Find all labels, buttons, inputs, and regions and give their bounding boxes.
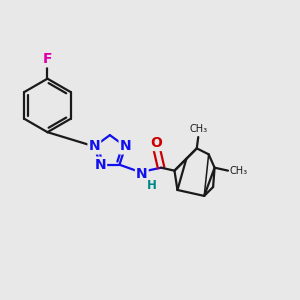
Text: N: N	[88, 140, 100, 153]
Text: CH₃: CH₃	[189, 124, 207, 134]
Text: F: F	[43, 52, 52, 66]
Text: N: N	[120, 140, 131, 153]
Text: O: O	[151, 136, 163, 150]
Text: H: H	[147, 179, 157, 192]
Text: CH₃: CH₃	[230, 166, 247, 176]
Text: N: N	[94, 158, 106, 172]
Text: N: N	[136, 167, 148, 181]
